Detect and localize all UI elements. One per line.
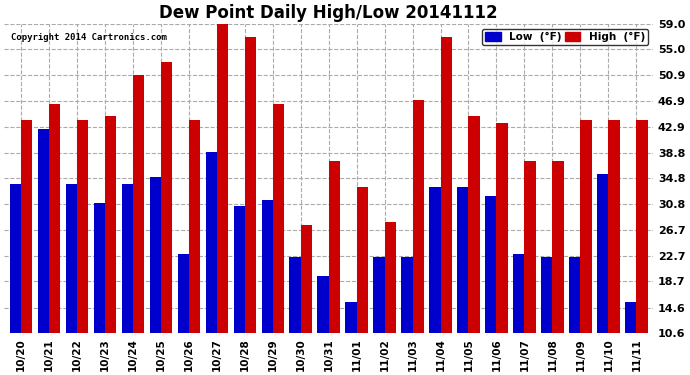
Bar (273, 104, 284, 333)
Bar (625, 302, 636, 333)
Bar (597, 174, 609, 333)
Bar (402, 257, 413, 333)
Bar (133, 75, 144, 333)
Bar (569, 257, 580, 333)
Bar (429, 187, 440, 333)
Bar (346, 302, 357, 333)
Bar (262, 200, 273, 333)
Bar (161, 62, 172, 333)
Bar (413, 100, 424, 333)
Bar (121, 183, 133, 333)
Bar (440, 36, 452, 333)
Bar (217, 17, 228, 333)
Bar (541, 257, 553, 333)
Bar (38, 129, 49, 333)
Bar (301, 225, 312, 333)
Bar (609, 120, 620, 333)
Bar (189, 120, 200, 333)
Bar (150, 177, 161, 333)
Bar (105, 116, 116, 333)
Bar (233, 206, 245, 333)
Bar (290, 257, 301, 333)
Bar (49, 104, 60, 333)
Bar (317, 276, 328, 333)
Legend: Low  (°F), High  (°F): Low (°F), High (°F) (482, 29, 648, 45)
Bar (10, 183, 21, 333)
Bar (457, 187, 469, 333)
Bar (513, 254, 524, 333)
Bar (580, 120, 591, 333)
Bar (177, 254, 189, 333)
Bar (497, 123, 508, 333)
Bar (373, 257, 384, 333)
Bar (94, 203, 105, 333)
Bar (77, 120, 88, 333)
Bar (66, 183, 77, 333)
Text: Copyright 2014 Cartronics.com: Copyright 2014 Cartronics.com (10, 33, 166, 42)
Bar (245, 36, 256, 333)
Title: Dew Point Daily High/Low 20141112: Dew Point Daily High/Low 20141112 (159, 4, 498, 22)
Bar (384, 222, 396, 333)
Bar (636, 120, 647, 333)
Bar (206, 152, 217, 333)
Bar (524, 161, 535, 333)
Bar (469, 116, 480, 333)
Bar (553, 161, 564, 333)
Bar (485, 196, 497, 333)
Bar (21, 120, 32, 333)
Bar (357, 187, 368, 333)
Bar (328, 161, 339, 333)
